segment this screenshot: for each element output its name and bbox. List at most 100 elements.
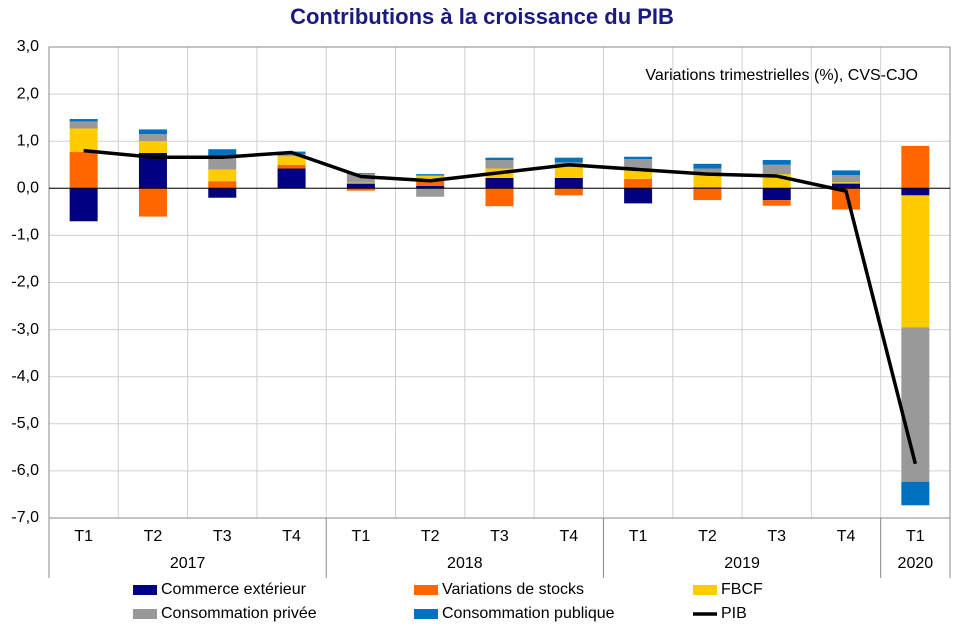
x-tick-label: T4 (559, 528, 578, 545)
bar-segment (277, 156, 306, 165)
y-tick-label: 3,0 (17, 38, 39, 55)
legend-item: Commerce extérieur (133, 581, 307, 598)
legend-item: Consommation publique (414, 605, 615, 622)
bar-segment (138, 134, 167, 142)
bar-segment (208, 169, 237, 182)
x-tick-label: T1 (74, 528, 93, 545)
x-tick-label: T2 (698, 528, 717, 545)
bar-segment (693, 188, 722, 201)
y-tick-label: -1,0 (11, 227, 39, 244)
bar-segment (346, 183, 375, 189)
bar-segment (485, 157, 514, 161)
bar-segment (901, 188, 930, 196)
legend-label: PIB (721, 605, 747, 622)
bar-segment (554, 177, 583, 189)
bar-segment (277, 153, 306, 157)
plot-frame (48, 46, 951, 519)
x-group-label: 2018 (447, 555, 483, 572)
bar-segment (554, 188, 583, 196)
y-tick-label: -6,0 (11, 462, 39, 479)
bar-segment (416, 188, 445, 197)
bar-segment (901, 327, 930, 482)
bar-segment (832, 170, 861, 176)
bar-segment (624, 159, 653, 169)
bar-segment (762, 164, 791, 175)
legend-swatch (414, 609, 438, 619)
y-tick-label: -2,0 (11, 274, 39, 291)
bar-segment (554, 167, 583, 178)
bar-segment (762, 200, 791, 206)
bar-segment (69, 152, 98, 189)
bar-segment (346, 173, 375, 175)
bar-segment (762, 160, 791, 165)
x-tick-label: T2 (421, 528, 440, 545)
bar-segment (416, 175, 445, 181)
legend-item: Variations de stocks (414, 581, 584, 598)
bar-segment (624, 168, 653, 179)
legend-item: FBCF (693, 581, 763, 598)
legend-swatch (693, 585, 717, 595)
bar-segment (832, 183, 861, 189)
bar-segment (208, 149, 237, 157)
bar-segment (624, 188, 653, 204)
grid (48, 46, 951, 519)
x-tick-label: T1 (906, 528, 925, 545)
bar-segment (693, 174, 722, 188)
x-group-label: 2020 (898, 555, 934, 572)
bar-segment (832, 182, 861, 184)
y-tick-label: 0,0 (17, 180, 39, 197)
bar-segment (69, 121, 98, 129)
legend-label: Consommation privée (161, 605, 317, 622)
bar-segment (901, 195, 930, 328)
bar-segment (346, 174, 375, 183)
bar-segment (832, 175, 861, 183)
bar-segment (693, 163, 722, 169)
legend-label: Variations de stocks (442, 581, 584, 598)
bar-segment (277, 164, 306, 169)
bar-segment (485, 160, 514, 169)
legend-swatch (133, 609, 157, 619)
bar-segment (208, 188, 237, 198)
x-tick-label: T1 (629, 528, 648, 545)
legend-item: PIB (693, 605, 747, 622)
bar-segment (901, 481, 930, 506)
bar-segment (138, 188, 167, 217)
x-tick-label: T3 (490, 528, 509, 545)
y-tick-label: -5,0 (11, 415, 39, 432)
x-tick-label: T4 (282, 528, 301, 545)
x-group-label: 2019 (724, 555, 760, 572)
annotation: Variations trimestrielles (%), CVS-CJO (645, 67, 918, 84)
bar-segment (69, 128, 98, 153)
x-group-label: 2017 (170, 555, 206, 572)
bar-segment (277, 168, 306, 189)
bar-segment (624, 178, 653, 189)
x-tick-label: T4 (837, 528, 856, 545)
y-tick-label: -3,0 (11, 321, 39, 338)
bar-segment (762, 188, 791, 201)
legend-label: Consommation publique (442, 605, 615, 622)
bar-segment (208, 156, 237, 170)
bar-segment (693, 168, 722, 175)
x-tick-label: T3 (213, 528, 232, 545)
y-tick-label: 1,0 (17, 132, 39, 149)
y-tick-label: 2,0 (17, 85, 39, 102)
y-tick-label: -4,0 (11, 368, 39, 385)
y-tick-label: -7,0 (11, 509, 39, 526)
legend-swatch (133, 585, 157, 595)
bar-segment (901, 145, 930, 189)
bar-segment (138, 141, 167, 153)
bar-segment (485, 188, 514, 207)
bar-segment (69, 188, 98, 222)
bar-segment (416, 174, 445, 176)
x-tick-label: T1 (352, 528, 371, 545)
bar-segment (485, 177, 514, 189)
bar-segment (208, 181, 237, 189)
bar-segment (624, 156, 653, 160)
legend-swatch (414, 585, 438, 595)
chart-title: Contributions à la croissance du PIB (290, 4, 674, 29)
bar-segment (832, 188, 861, 210)
bar-segment (69, 119, 98, 122)
bar-segment (346, 188, 375, 191)
legend-item: Consommation privée (133, 605, 317, 622)
